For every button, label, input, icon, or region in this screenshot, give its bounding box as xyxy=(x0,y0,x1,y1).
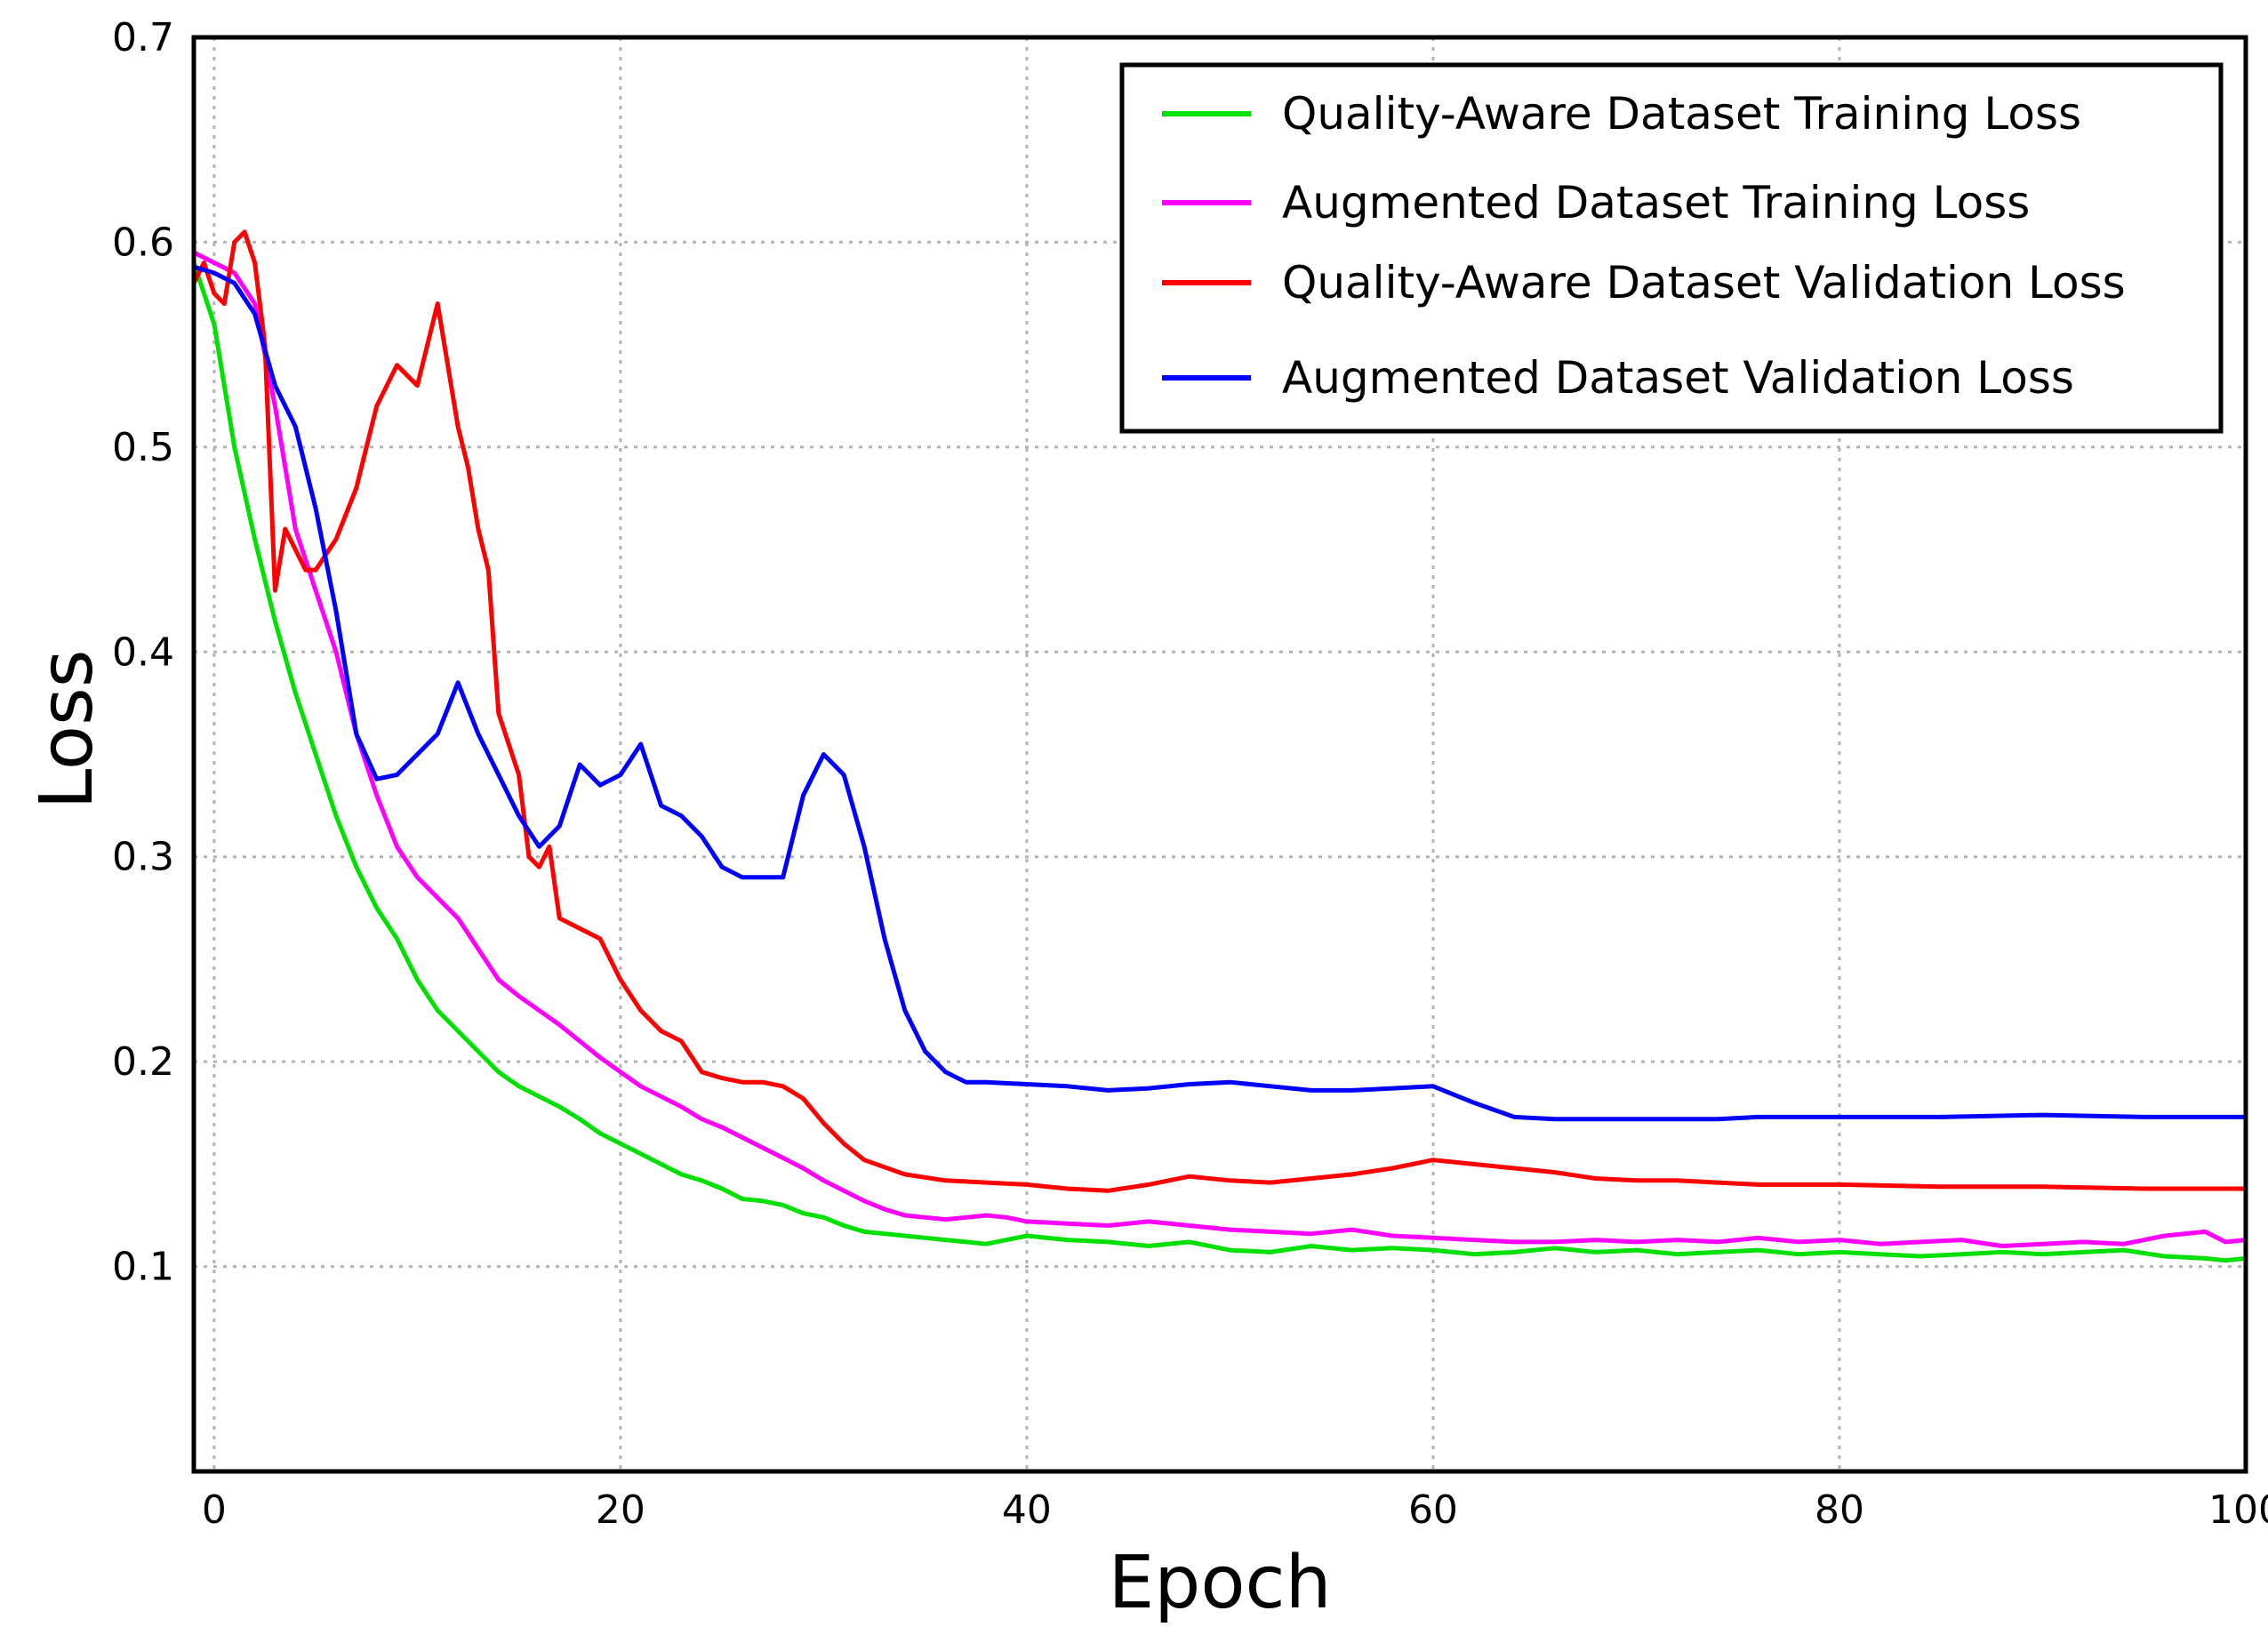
series-line-3 xyxy=(191,229,2248,1193)
legend-label: Augmented Dataset Validation Loss xyxy=(1282,352,2074,404)
y-tick-label: 0.1 xyxy=(112,1245,174,1290)
series-line-1 xyxy=(191,260,2248,1263)
series-group xyxy=(191,229,2248,1263)
plot-frame xyxy=(191,35,2248,1474)
x-tick-label: 20 xyxy=(596,1487,645,1533)
grid xyxy=(194,37,2246,1471)
x-tick-label: 40 xyxy=(1002,1487,1052,1533)
y-tick-labels: 0.1 0.2 0.3 0.4 0.5 0.6 0.7 xyxy=(112,15,174,1290)
y-tick-label: 0.7 xyxy=(112,15,174,60)
x-tick-label: 100 xyxy=(2208,1487,2268,1533)
y-axis-label: Loss xyxy=(25,650,109,810)
legend-label: Augmented Dataset Training Loss xyxy=(1282,177,2030,228)
x-axis-label: Epoch xyxy=(1108,1541,1331,1625)
series-line-4 xyxy=(191,264,2248,1122)
legend-label: Quality-Aware Dataset Training Loss xyxy=(1282,88,2081,140)
y-tick-label: 0.2 xyxy=(112,1039,174,1085)
y-tick-label: 0.5 xyxy=(112,425,174,470)
x-tick-label: 80 xyxy=(1815,1487,1864,1533)
legend-box xyxy=(1119,62,2224,434)
y-tick-label: 0.6 xyxy=(112,220,174,265)
x-tick-label: 0 xyxy=(202,1487,227,1533)
y-tick-label: 0.3 xyxy=(112,835,174,880)
series-line-2 xyxy=(191,250,2248,1248)
x-tick-labels: 0 20 40 60 80 100 xyxy=(202,1487,2268,1533)
x-tick-label: 60 xyxy=(1408,1487,1458,1533)
y-tick-label: 0.4 xyxy=(112,629,174,675)
legend-label: Quality-Aware Dataset Validation Loss xyxy=(1282,257,2126,309)
legend: Quality-Aware Dataset Training Loss Augme… xyxy=(1119,62,2224,434)
